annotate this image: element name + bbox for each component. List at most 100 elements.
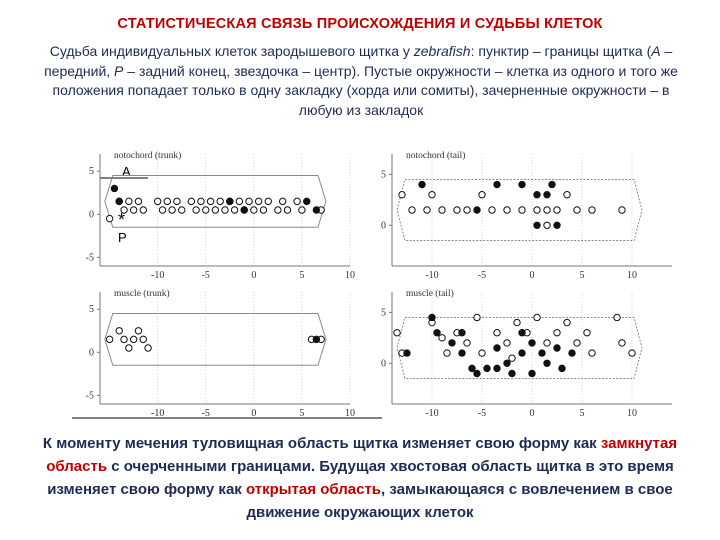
- panel-0-open-cell: [216, 197, 224, 206]
- panel-2-filled-cell: [312, 335, 321, 344]
- anterior-letter: А: [651, 43, 661, 59]
- panel-1-filled-cell: [543, 191, 551, 199]
- panel-1-title: notochord (tail): [406, 150, 465, 161]
- panel-0-title: notochord (trunk): [114, 150, 181, 161]
- panel-2-open-cell: [129, 335, 138, 344]
- panel-3-filled-cell: [493, 364, 501, 373]
- panel-1-open-cell: [408, 206, 416, 214]
- panel-3-open-cell: [393, 329, 401, 337]
- panel-1-filled-cell: [533, 191, 541, 199]
- panel-1-y-tick-label: 5: [381, 169, 386, 180]
- panel-3-filled-cell: [518, 349, 526, 357]
- panel-2-shield-outline: [104, 313, 327, 366]
- panel-2-y-tick-label: 0: [89, 347, 94, 358]
- panel-0-open-cell: [259, 206, 268, 214]
- panel-3-x-tick-label: 10: [627, 408, 637, 419]
- panel-1-filled-cell: [553, 221, 561, 229]
- panel-3-filled-cell: [428, 313, 436, 322]
- panel-0-open-cell: [206, 197, 215, 206]
- panel-1-open-cell: [543, 206, 551, 214]
- panel-0-open-cell: [129, 206, 138, 214]
- panel-0-x-tick-label: 0: [251, 270, 256, 281]
- panel-2-open-cell: [134, 327, 143, 335]
- panel-3-open-cell: [478, 349, 486, 357]
- panel-0-filled-cell: [226, 197, 234, 206]
- panel-0-filled-cell: [240, 206, 248, 214]
- panel-0-filled-cell: [115, 197, 123, 206]
- panel-3-open-cell: [508, 354, 516, 362]
- panel-3-filled-cell: [468, 364, 476, 373]
- panel-0-x-tick-label: -10: [151, 270, 164, 281]
- panel-0-open-cell: [293, 197, 301, 206]
- panel-0-open-cell: [221, 206, 229, 214]
- panel-2-open-cell: [115, 327, 123, 335]
- panel-2-open-cell: [139, 335, 147, 344]
- panel-3-filled-cell: [568, 349, 576, 357]
- panel-1-open-cell: [438, 206, 446, 214]
- panel-0-x-tick-label: -5: [202, 270, 210, 281]
- panel-3-open-cell: [613, 313, 621, 322]
- panel-0-open-cell: [173, 197, 181, 206]
- panel-1-open-cell: [423, 206, 431, 214]
- panel-3-filled-cell: [518, 329, 526, 337]
- conclusion-paragraph: К моменту мечения туловищная область щит…: [14, 432, 706, 524]
- panel-3-filled-cell: [448, 339, 456, 347]
- panel-2-open-cell: [105, 335, 114, 344]
- panel-2-title: muscle (trunk): [114, 288, 170, 299]
- panel-3-filled-cell: [508, 369, 516, 378]
- panel-0-open-cell: [120, 206, 128, 214]
- panel-3-title: muscle (tail): [406, 288, 454, 299]
- panel-1-open-cell: [428, 191, 436, 199]
- intro-text-4: – задний конец, звездочка – центр). Пуст…: [52, 62, 678, 118]
- panel-0-open-cell: [158, 206, 167, 214]
- closed-area-term: замкнутая область: [46, 435, 678, 475]
- marker-a: A: [122, 164, 131, 179]
- panel-0-open-cell: [168, 206, 176, 214]
- panel-0-open-cell: [105, 214, 114, 223]
- panel-1-x-tick-label: -10: [425, 270, 438, 281]
- panel-0-open-cell: [163, 197, 172, 206]
- panel-3-filled-cell: [493, 344, 501, 352]
- conclusion-text-3: , замыкающаяся с вовлечением в свое движ…: [246, 481, 673, 521]
- panel-2-x-tick-label: 10: [345, 408, 355, 419]
- panel-2-y-tick-label: 5: [89, 304, 94, 315]
- panel-2-x-tick-label: 0: [251, 408, 256, 419]
- panel-3-y-tick-label: 5: [381, 307, 386, 318]
- panel-0-open-cell: [254, 197, 263, 206]
- panel-3-open-cell: [543, 339, 551, 347]
- panel-3-filled-cell: [458, 349, 466, 357]
- panel-0-open-cell: [134, 197, 143, 206]
- cell-fate-figure: A * P -10 -5 0 5 10 5 0 -5 notochord (trunk) -10 -…: [62, 146, 672, 428]
- panel-3-open-cell: [573, 339, 581, 347]
- panel-2-open-cell: [144, 344, 152, 352]
- panel-0-open-cell: [192, 206, 200, 214]
- panel-3-open-cell: [583, 329, 591, 337]
- panel-3-filled-cell: [403, 349, 411, 357]
- panel-2-open-cell: [125, 344, 133, 352]
- panel-0-open-cell: [250, 206, 258, 214]
- panel-3-filled-cell: [528, 369, 536, 378]
- panel-0-filled-cell: [110, 184, 119, 193]
- species-name: zebrafish: [413, 43, 471, 59]
- panel-2-x-tick-label: 5: [299, 408, 304, 419]
- panel-1-x-tick-label: 5: [580, 270, 585, 281]
- panel-1-x-tick-label: -5: [478, 270, 486, 281]
- conclusion-text-1: К моменту мечения туловищная область щит…: [42, 435, 601, 452]
- panel-1-filled-cell: [548, 180, 556, 189]
- panel-0-open-cell: [125, 197, 133, 206]
- panel-1-filled-cell: [518, 180, 526, 189]
- panel-0-y-tick-label: 5: [89, 166, 94, 177]
- panel-3-open-cell: [533, 313, 541, 322]
- panel-3-shield-outline: [396, 316, 643, 380]
- panel-1-open-cell: [503, 206, 511, 214]
- panel-1-open-cell: [543, 221, 551, 229]
- panel-1-filled-cell: [473, 206, 481, 214]
- panel-0-open-cell: [274, 206, 282, 214]
- panel-3-open-cell: [493, 329, 501, 337]
- panel-0-open-cell: [230, 206, 239, 214]
- panel-0-open-cell: [197, 197, 205, 206]
- panel-3-open-cell: [438, 334, 446, 342]
- panel-0-filled-cell: [303, 197, 311, 206]
- intro-text-2: : пунктир – границы щитка (: [470, 43, 652, 59]
- panel-3-open-cell: [563, 318, 571, 327]
